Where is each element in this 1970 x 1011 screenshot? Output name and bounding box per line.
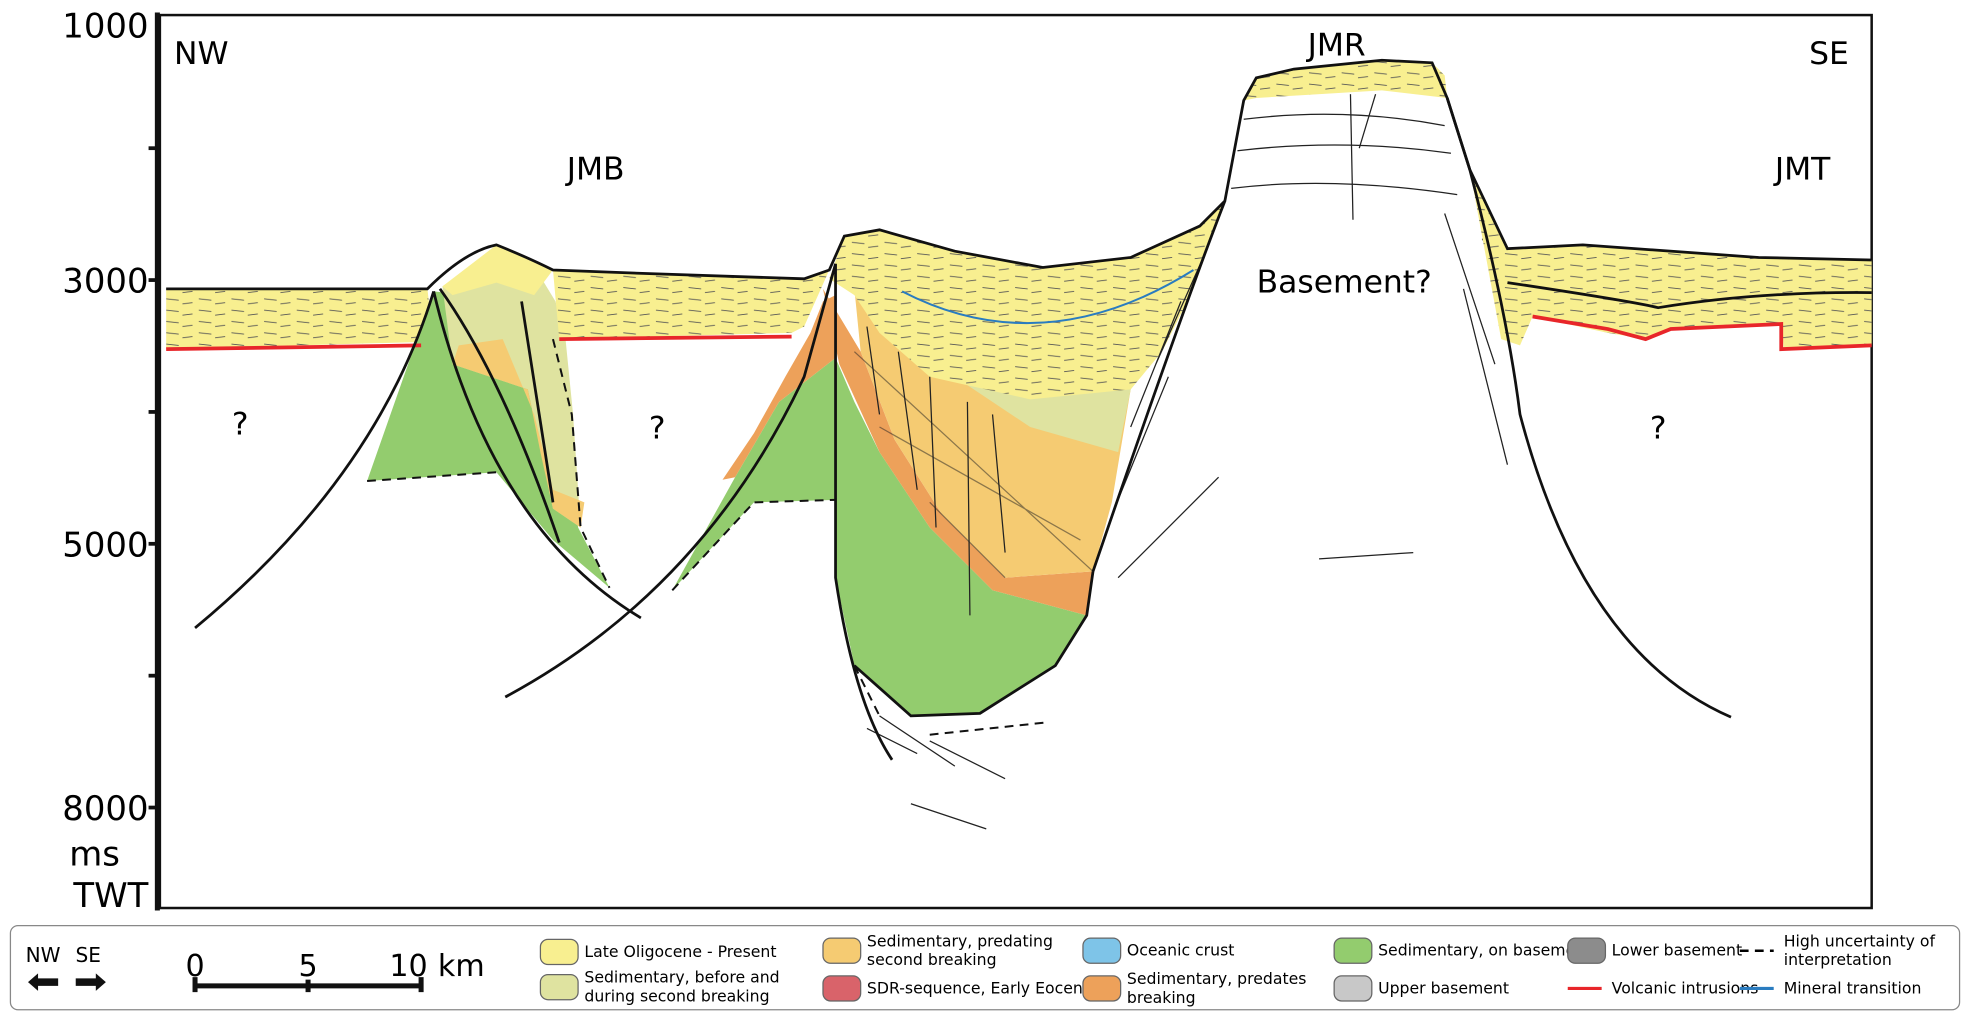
legend-direction: SE: [76, 943, 101, 967]
axis-tick: 1000: [62, 7, 148, 46]
legend-label: breaking: [1127, 988, 1196, 1007]
direction-label: SE: [1809, 36, 1849, 72]
legend-swatch: [540, 975, 578, 1000]
legend-label: during second breaking: [584, 987, 769, 1006]
legend: NW SE 0 5 10 km Late Oligocene - Present…: [10, 926, 1959, 1010]
direction-label: NW: [174, 36, 229, 72]
legend-label: Upper basement: [1378, 978, 1509, 997]
legend-swatch: [1083, 976, 1121, 1001]
legend-label: Volcanic intrusions: [1612, 978, 1759, 997]
legend-swatch: [1334, 976, 1372, 1001]
legend-label: SDR-sequence, Early Eocene: [867, 978, 1093, 997]
axis-tick: 3000: [62, 262, 148, 301]
legend-label: Sedimentary, on basement: [1378, 941, 1591, 960]
scale-tick: 10: [389, 949, 427, 984]
axis-label: TWT: [72, 876, 148, 915]
scale-unit: km: [438, 949, 485, 984]
axis-tick: 5000: [62, 525, 148, 564]
page: 1000 3000 5000 8000 ms TWT NW SE JMR JMB…: [0, 0, 1970, 1011]
legend-item: Late Oligocene - Present: [540, 939, 776, 964]
legend-item: Upper basement: [1334, 976, 1509, 1001]
feature-label: Basement?: [1257, 265, 1432, 301]
legend-swatch: [823, 938, 861, 963]
unknown-label: ?: [1650, 410, 1667, 446]
scale-tick: 0: [185, 949, 204, 984]
legend-swatch: [1568, 938, 1606, 963]
scale-tick: 5: [298, 949, 317, 984]
legend-item: Oceanic crust: [1083, 938, 1234, 963]
feature-label: JMR: [1306, 27, 1366, 63]
legend-label: interpretation: [1784, 950, 1892, 969]
legend-label: Sedimentary, before and: [584, 968, 779, 987]
legend-label: High uncertainty of: [1784, 931, 1936, 950]
legend-label: Lower basement: [1612, 941, 1742, 960]
legend-label: Mineral transition: [1784, 978, 1922, 997]
legend-label: Sedimentary, predating: [867, 931, 1053, 950]
legend-item: Lower basement: [1568, 938, 1742, 963]
legend-swatch: [1334, 938, 1372, 963]
axis-unit: ms: [69, 834, 120, 873]
legend-swatch: [1083, 938, 1121, 963]
feature-label: JMT: [1773, 152, 1831, 188]
legend-swatch: [823, 976, 861, 1001]
unknown-label: ?: [232, 407, 249, 443]
legend-label: Sedimentary, predates: [1127, 969, 1307, 988]
feature-label: JMB: [565, 152, 625, 188]
legend-label: second breaking: [867, 950, 997, 969]
legend-label: Oceanic crust: [1127, 941, 1235, 960]
axis-tick: 8000: [62, 789, 148, 828]
legend-swatch: [540, 939, 578, 964]
unknown-label: ?: [649, 410, 666, 446]
cross-section: [166, 60, 1872, 829]
legend-direction: NW: [26, 943, 61, 967]
legend-label: Late Oligocene - Present: [584, 942, 776, 961]
